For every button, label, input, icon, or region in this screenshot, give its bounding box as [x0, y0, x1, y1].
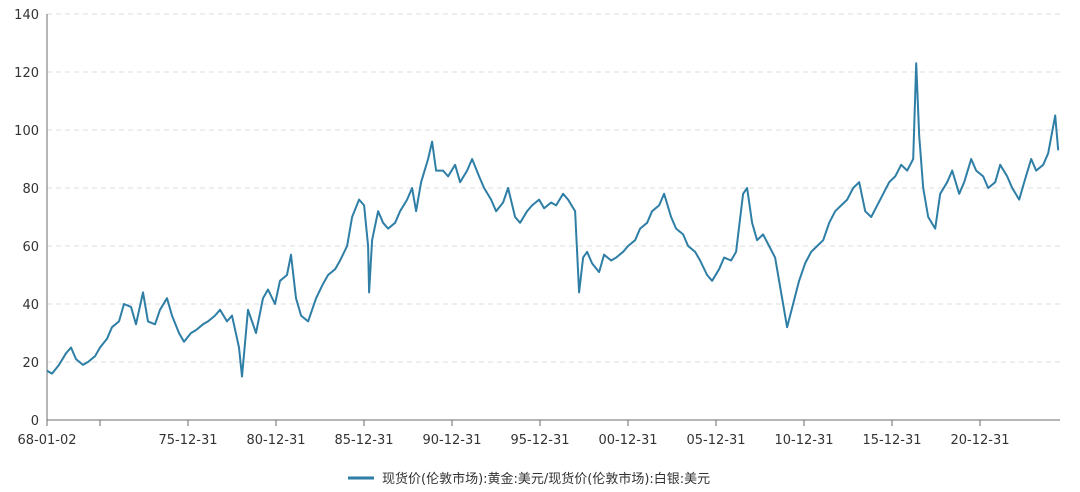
- x-tick-label: 85-12-31: [334, 433, 393, 448]
- y-tick-label: 140: [14, 8, 39, 23]
- y-tick-label: 0: [31, 414, 39, 429]
- y-tick-label: 40: [22, 298, 39, 313]
- y-tick-label: 100: [14, 124, 39, 139]
- x-tick-label: 10-12-31: [774, 433, 833, 448]
- x-tick-label: 68-01-02: [17, 433, 76, 448]
- y-tick-labels: 0 20 40 60 80 100 120 140: [14, 8, 39, 429]
- series-line: [46, 62, 1060, 378]
- series-line-group: [46, 62, 1060, 378]
- y-tick-label: 20: [22, 356, 39, 371]
- grid-lines: [46, 13, 1060, 420]
- y-tick-label: 80: [22, 182, 39, 197]
- x-tick-label: 95-12-31: [510, 433, 569, 448]
- legend[interactable]: 现货价(伦敦市场):黄金:美元/现货价(伦敦市场):白银:美元: [348, 471, 710, 487]
- x-tick-label: 80-12-31: [246, 433, 305, 448]
- legend-label: 现货价(伦敦市场):黄金:美元/现货价(伦敦市场):白银:美元: [382, 471, 710, 487]
- x-tick-label: 00-12-31: [598, 433, 657, 448]
- x-tick-label: 15-12-31: [862, 433, 921, 448]
- y-tick-label: 120: [14, 66, 39, 81]
- x-tick-label: 20-12-31: [950, 433, 1009, 448]
- y-tick-label: 60: [22, 240, 39, 255]
- x-axis: 68-01-02 75-12-31 80-12-31 85-12-31 90-12-31…: [17, 419, 1060, 448]
- x-tick-label: 05-12-31: [686, 433, 745, 448]
- x-tick-label: 75-12-31: [158, 433, 217, 448]
- x-tick-label: 90-12-31: [422, 433, 481, 448]
